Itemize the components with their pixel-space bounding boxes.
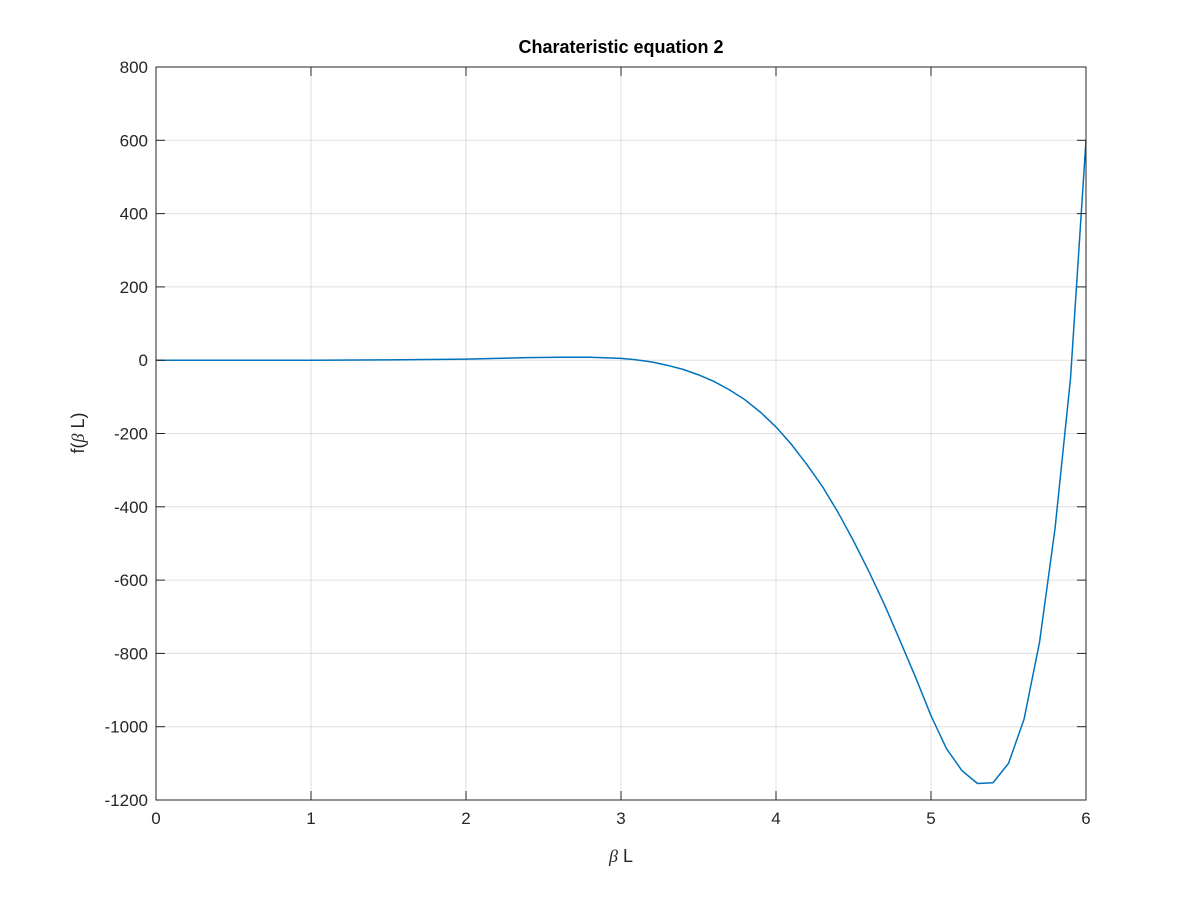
x-axis-label-symbol: β [608, 846, 618, 866]
y-tick-label: -400 [114, 498, 148, 517]
y-axis-label-prefix: f( [68, 442, 88, 453]
y-tick-label: -1000 [105, 718, 148, 737]
y-axis-label-suffix: L) [68, 413, 88, 434]
y-tick-label: -600 [114, 571, 148, 590]
x-axis-label: β L [608, 846, 633, 866]
x-tick-label: 4 [771, 809, 780, 828]
x-axis-label-text: L [618, 846, 633, 866]
y-axis-label: f(β L) [68, 413, 88, 454]
y-tick-label: -200 [114, 425, 148, 444]
y-tick-label: 200 [120, 278, 148, 297]
y-tick-label: 400 [120, 205, 148, 224]
series-layer [156, 140, 1087, 785]
y-tick-label: 0 [139, 351, 148, 370]
series-line-1 [156, 140, 1087, 785]
tick-layer: 0 1 2 3 4 5 6 -1200 -1000 -800 -600 -400 -200 0 200 400… [105, 58, 1091, 828]
x-tick-label: 5 [926, 809, 935, 828]
grid-layer [155, 66, 1087, 801]
x-tick-label: 1 [306, 809, 315, 828]
y-tick-label: -800 [114, 644, 148, 663]
x-tick-label: 2 [461, 809, 470, 828]
y-tick-label: 600 [120, 131, 148, 150]
y-tick-label: 800 [120, 58, 148, 77]
y-axis-label-symbol: β [68, 433, 88, 443]
x-tick-label: 3 [616, 809, 625, 828]
y-tick-label: -1200 [105, 791, 148, 810]
x-tick-label: 0 [151, 809, 160, 828]
chart-title: Charateristic equation 2 [518, 37, 723, 57]
x-tick-label: 6 [1081, 809, 1090, 828]
